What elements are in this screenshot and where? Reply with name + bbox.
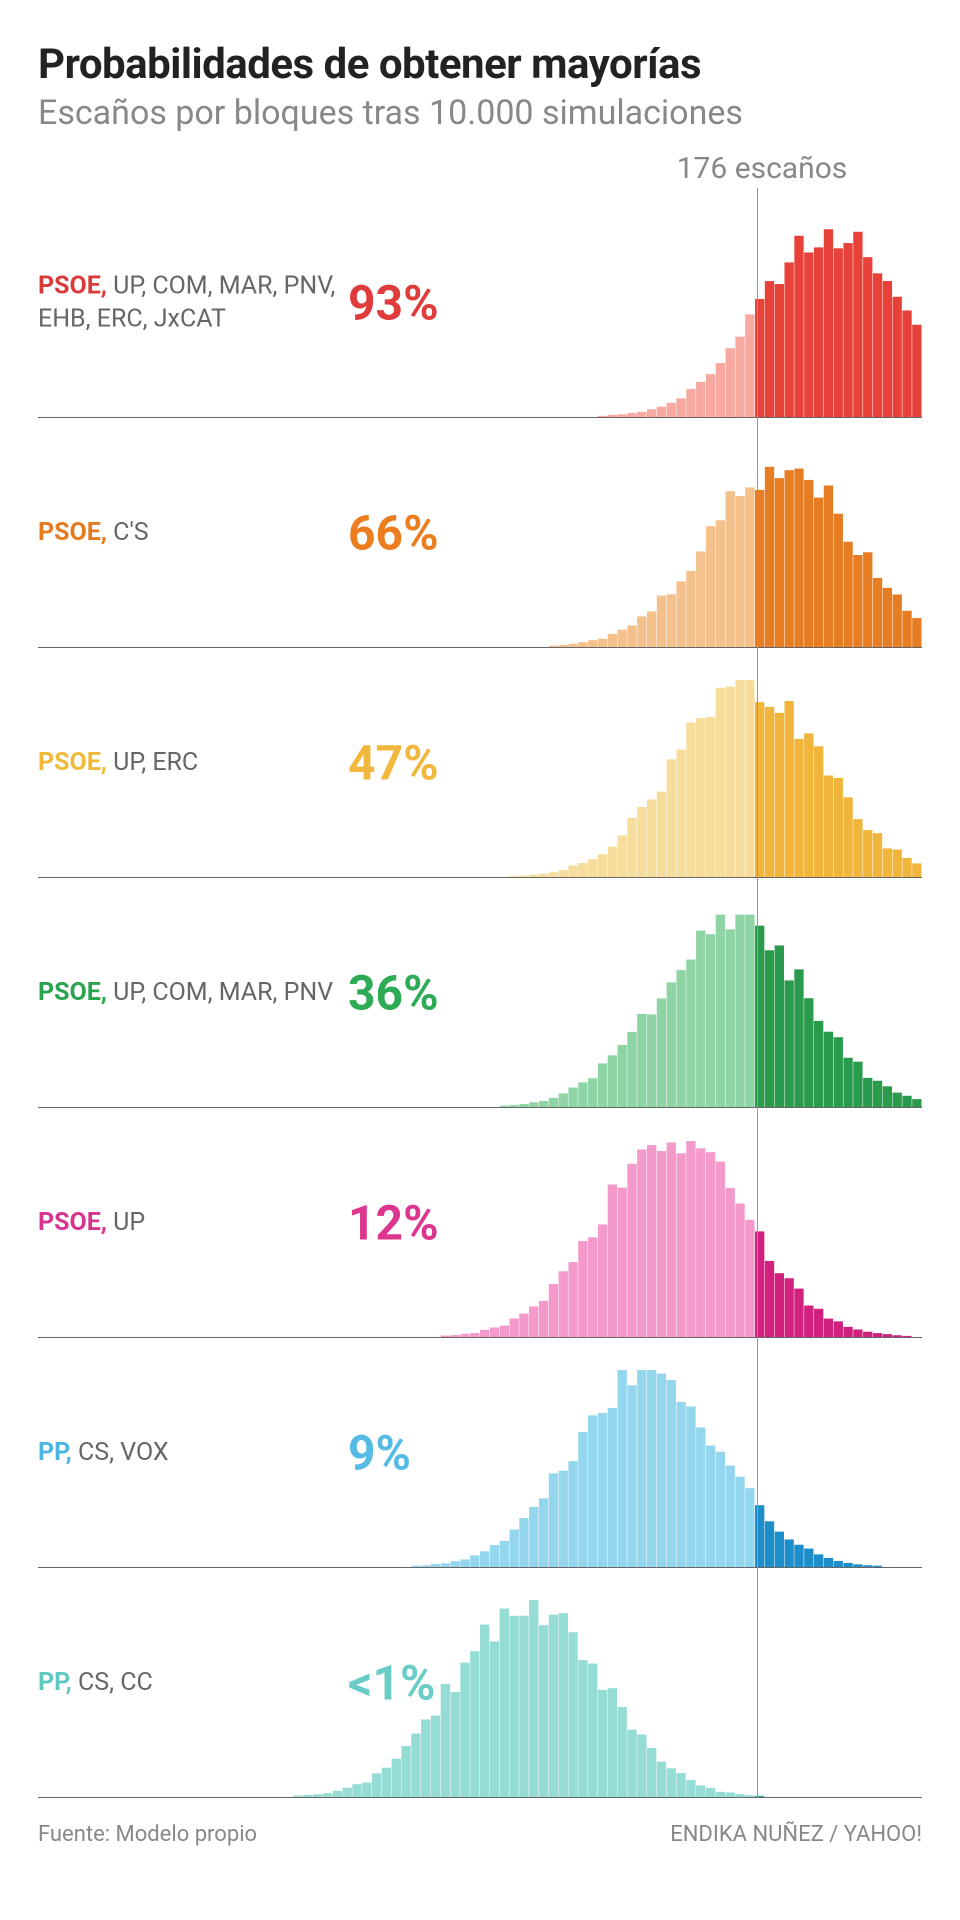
row-lead-party: PP, bbox=[38, 1668, 72, 1697]
chart-title: Probabilidades de obtener mayorías bbox=[38, 40, 922, 89]
row-lead-party: PSOE, bbox=[38, 271, 107, 300]
distribution-row: PP, CS, CC <1% bbox=[38, 1568, 922, 1798]
distribution-row: PSOE, C'S 66% bbox=[38, 418, 922, 648]
distribution-row: PSOE, UP, COM, MAR, PNV, EHB, ERC, JxCAT… bbox=[38, 188, 922, 418]
threshold-label: 176 escaños bbox=[38, 151, 922, 186]
row-percentage: <1% bbox=[348, 1654, 436, 1711]
row-other-parties: UP, COM, MAR, PNV bbox=[107, 978, 333, 1007]
row-other-parties: CS, CC bbox=[72, 1668, 153, 1697]
footer-credit: ENDIKA NUÑEZ / YAHOO! bbox=[670, 1822, 922, 1847]
row-other-parties: C'S bbox=[107, 518, 149, 547]
row-other-parties: UP bbox=[107, 1208, 145, 1237]
row-other-parties: CS, VOX bbox=[72, 1438, 169, 1467]
footer-source: Fuente: Modelo propio bbox=[38, 1822, 257, 1847]
distribution-row: PSOE, UP, ERC 47% bbox=[38, 648, 922, 878]
row-label: PSOE, UP, COM, MAR, PNV, EHB, ERC, JxCAT bbox=[38, 269, 338, 337]
row-lead-party: PSOE, bbox=[38, 978, 107, 1007]
row-lead-party: PP, bbox=[38, 1438, 72, 1467]
row-label: PSOE, UP, ERC bbox=[38, 746, 338, 780]
chart-footer: Fuente: Modelo propio ENDIKA NUÑEZ / YAH… bbox=[38, 1822, 922, 1847]
row-percentage: 93% bbox=[348, 274, 439, 331]
row-lead-party: PSOE, bbox=[38, 748, 107, 777]
row-percentage: 47% bbox=[348, 734, 439, 791]
row-label: PSOE, UP, COM, MAR, PNV bbox=[38, 976, 338, 1010]
threshold-line bbox=[757, 188, 759, 1798]
row-lead-party: PSOE, bbox=[38, 1208, 107, 1237]
row-percentage: 9% bbox=[348, 1424, 411, 1481]
chart-container: PSOE, UP, COM, MAR, PNV, EHB, ERC, JxCAT… bbox=[38, 188, 922, 1798]
row-lead-party: PSOE, bbox=[38, 518, 107, 547]
row-label: PP, CS, CC bbox=[38, 1666, 338, 1700]
row-label: PSOE, C'S bbox=[38, 516, 338, 550]
row-percentage: 12% bbox=[348, 1194, 439, 1251]
distribution-row: PSOE, UP, COM, MAR, PNV 36% bbox=[38, 878, 922, 1108]
row-other-parties: UP, ERC bbox=[107, 748, 198, 777]
row-percentage: 36% bbox=[348, 964, 439, 1021]
row-label: PP, CS, VOX bbox=[38, 1436, 338, 1470]
distribution-row: PP, CS, VOX 9% bbox=[38, 1338, 922, 1568]
distribution-row: PSOE, UP 12% bbox=[38, 1108, 922, 1338]
row-percentage: 66% bbox=[348, 504, 439, 561]
row-label: PSOE, UP bbox=[38, 1206, 338, 1240]
chart-subtitle: Escaños por bloques tras 10.000 simulaci… bbox=[38, 93, 922, 133]
